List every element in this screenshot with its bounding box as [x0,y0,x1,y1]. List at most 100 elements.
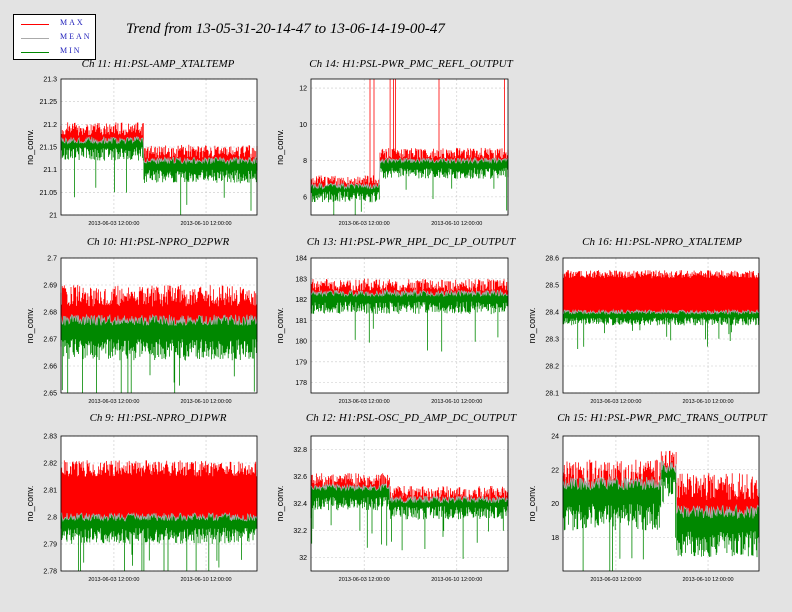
y-axis-label: no_conv. [275,308,285,344]
chart-panel-1: 6 8 10 12 2013-06-03 12:00:00 2013-06-10 12:0… [275,58,514,227]
series-mean [562,308,760,316]
plot-area [311,79,508,215]
x-tick-label: 2013-06-10 12:00:00 [181,399,232,405]
y-tick-label: 20 [551,501,559,508]
series-mean [562,460,760,519]
x-tick-label: 2013-06-03 12:00:00 [88,399,139,405]
y-tick-label: 32.6 [293,474,307,481]
series-mean [60,313,258,327]
y-tick-label: 10 [299,122,307,129]
plot-frame [60,78,258,216]
x-tick-label: 2013-06-03 12:00:00 [590,399,641,405]
legend-entry-max: MAX [14,18,95,30]
chart-title: Ch 15: H1:PSL-PWR_PMC_TRANS_OUTPUT [557,412,767,424]
page-title: Trend from 13-05-31-20-14-47 to 13-06-14… [126,21,445,37]
chart-panel-6: 32 32.2 32.4 32.6 32.8 2013-06-03 12:00:00 201… [275,412,517,583]
y-axis-label: no_conv. [25,486,35,522]
y-axis-label: no_conv. [527,308,537,344]
x-tick-label: 2013-06-10 12:00:00 [683,399,734,405]
y-tick-label: 179 [295,359,307,366]
x-tick-label: 2013-06-03 12:00:00 [590,577,641,583]
y-tick-label: 2.68 [43,310,57,317]
y-tick-label: 2.7 [47,256,57,263]
plot-frame [562,257,760,394]
y-tick-label: 21.15 [39,145,57,152]
legend-label-mean: MEAN [60,32,92,41]
chart-title: Ch 13: H1:PSL-PWR_HPL_DC_LP_OUTPUT [307,236,516,248]
series-max [562,270,760,314]
legend-line-max [21,24,49,25]
y-axis-label: no_conv. [25,129,35,165]
y-tick-label: 21.2 [43,122,57,129]
y-tick-label: 182 [295,297,307,304]
plot-frame [310,78,509,216]
chart-title: Ch 14: H1:PSL-PWR_PMC_REFL_OUTPUT [309,58,513,70]
y-tick-label: 178 [295,380,307,387]
y-tick-label: 2.83 [43,434,57,441]
y-tick-label: 21.05 [39,190,57,197]
x-tick-label: 2013-06-03 12:00:00 [339,399,390,405]
y-tick-label: 32.8 [293,447,307,454]
y-tick-label: 21.1 [43,167,57,174]
x-tick-label: 2013-06-10 12:00:00 [683,577,734,583]
series-mean [61,512,258,523]
y-tick-label: 2.79 [43,542,57,549]
series-mean [310,482,509,504]
chart-panel-4: 28.1 28.2 28.3 28.4 28.5 28.6 2013-06-03 12:00… [527,236,760,405]
plot-frame [310,257,509,394]
y-tick-label: 183 [295,276,307,283]
y-tick-label: 32.2 [293,528,307,535]
x-tick-label: 2013-06-03 12:00:00 [339,577,390,583]
legend-label-max: MAX [60,18,85,27]
plot-frame [562,435,760,572]
y-tick-label: 24 [551,434,559,441]
y-tick-label: 28.1 [545,391,559,398]
y-tick-label: 2.65 [43,391,57,398]
y-tick-label: 18 [551,535,559,542]
series-mean [310,156,509,190]
chart-panel-0: 21 21.05 21.1 21.15 21.2 21.25 21.3 2013-06-03 … [25,58,258,227]
y-tick-label: 2.82 [43,461,57,468]
plot-frame [60,257,258,394]
y-tick-label: 8 [303,158,307,165]
y-axis-label: no_conv. [275,129,285,165]
y-tick-label: 21 [49,213,57,220]
chart-panel-5: 2.78 2.79 2.8 2.81 2.82 2.83 2013-06-03 12:00:… [25,412,258,583]
y-tick-label: 181 [295,318,307,325]
plot-frame [60,435,258,572]
y-axis-label: no_conv. [25,308,35,344]
plot-area [311,258,508,393]
y-tick-label: 32 [299,555,307,562]
chart-title: Ch 16: H1:PSL-NPRO_XTALTEMP [582,236,742,248]
chart-panel-3: 178 179 180 181 182 183 184 2013-06-03 12:00:00… [275,236,516,405]
y-tick-label: 12 [299,86,307,93]
y-tick-label: 2.8 [47,515,57,522]
y-tick-label: 2.78 [43,569,57,576]
chart-title: Ch 10: H1:PSL-NPRO_D2PWR [87,236,230,248]
y-tick-label: 28.2 [545,364,559,371]
legend-entry-min: MIN [14,46,95,58]
y-tick-label: 32.4 [293,501,307,508]
legend-label-min: MIN [60,46,82,55]
y-axis-label: no_conv. [527,486,537,522]
legend-line-mean [21,38,49,39]
y-axis-label: no_conv. [275,486,285,522]
y-tick-label: 180 [295,339,307,346]
plot-frame [310,435,509,572]
y-tick-label: 21.3 [43,77,57,84]
y-tick-label: 2.69 [43,283,57,290]
series-mean [310,288,509,298]
y-tick-label: 2.81 [43,488,57,495]
x-tick-label: 2013-06-10 12:00:00 [431,577,482,583]
y-tick-label: 2.67 [43,337,57,344]
chart-title: Ch 12: H1:PSL-OSC_PD_AMP_DC_OUTPUT [306,412,517,424]
y-tick-label: 21.25 [39,99,57,106]
y-tick-label: 28.3 [545,337,559,344]
legend-line-min [21,52,49,53]
y-tick-label: 6 [303,194,307,201]
y-tick-label: 184 [295,256,307,263]
series-mean [60,135,258,166]
x-tick-label: 2013-06-10 12:00:00 [181,221,232,227]
chart-panel-2: 2.65 2.66 2.67 2.68 2.69 2.7 2013-06-03 12:00:… [25,236,258,405]
